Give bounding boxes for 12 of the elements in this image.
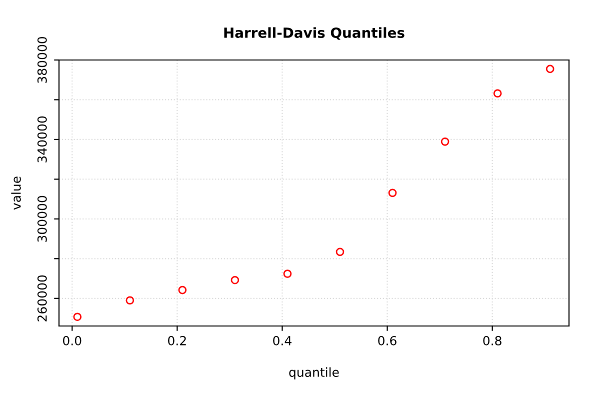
x-axis-title: quantile xyxy=(289,367,339,380)
y-axis-title: value xyxy=(11,176,21,210)
x-tick-label: 0.0 xyxy=(63,336,82,346)
x-tick-label: 0.2 xyxy=(168,336,186,346)
x-tick-label: 0.4 xyxy=(273,336,292,346)
y-tick-label: 340000 xyxy=(37,116,47,162)
x-tick-label: 0.6 xyxy=(378,336,396,346)
y-tick-label: 260000 xyxy=(37,275,47,322)
y-tick-label: 380000 xyxy=(37,36,47,83)
y-tick-label: 300000 xyxy=(37,196,47,242)
x-tick-label: 0.8 xyxy=(483,336,502,346)
chart-title: Harrell-Davis Quantiles xyxy=(224,27,404,40)
